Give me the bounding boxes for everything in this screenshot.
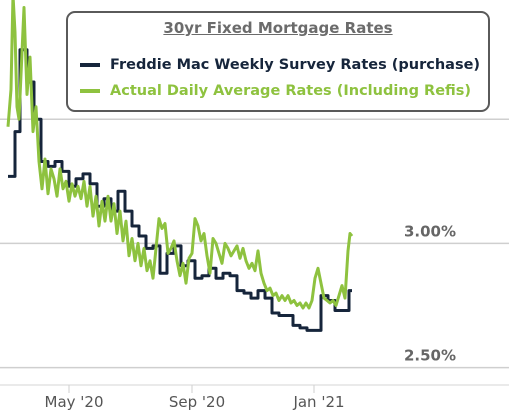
x-tick-label-jan-21: Jan '21 [292,393,344,411]
x-tick-label-may-20: May '20 [45,393,104,411]
legend-item-freddie-mac: Freddie Mac Weekly Survey Rates (purchas… [80,55,480,75]
chart-title: 30yr Fixed Mortgage Rates [163,19,393,37]
legend: 30yr Fixed Mortgage Rates Freddie Mac We… [66,11,490,112]
legend-swatch-freddie-mac [80,63,100,67]
series-layer [6,0,354,332]
y-tick-label-3-00: 3.00% [404,222,456,240]
grid-layer [0,118,509,369]
x-tick-label-sep-20: Sep '20 [169,393,225,411]
legend-swatch-daily-average [80,89,100,93]
y-tick-label-2-50: 2.50% [404,347,456,365]
legend-item-daily-average: Actual Daily Average Rates (Including Re… [80,81,471,101]
series-line-actual-daily-average-rates-including-refis [6,0,354,310]
legend-label-daily-average: Actual Daily Average Rates (Including Re… [110,83,472,99]
legend-label-freddie-mac: Freddie Mac Weekly Survey Rates (purchas… [110,57,481,73]
